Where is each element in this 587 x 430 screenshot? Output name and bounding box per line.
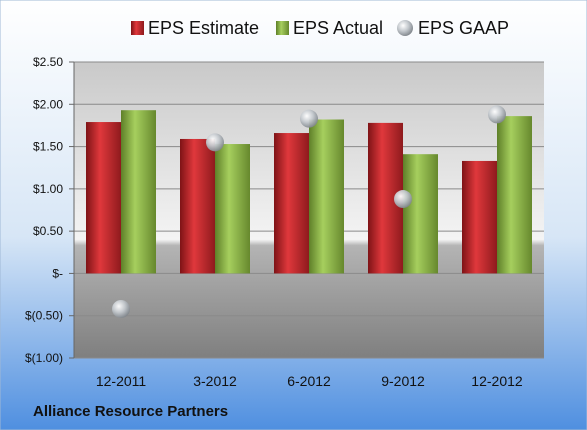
x-tick-label: 6-2012 (287, 373, 331, 389)
gaap-point (394, 190, 412, 209)
company-name: Alliance Resource Partners (33, 403, 228, 420)
actual-bar (403, 154, 438, 274)
estimate-bar (274, 133, 309, 274)
gaap-point (206, 133, 224, 152)
estimate-bar (462, 160, 497, 274)
y-tick-label: $- (52, 266, 63, 280)
legend-swatch-estimate (131, 21, 144, 35)
x-tick-label: 9-2012 (381, 373, 425, 389)
y-tick-label: $(1.00) (25, 351, 63, 365)
y-tick-label: $2.00 (33, 97, 63, 111)
y-tick-label: $1.00 (33, 182, 63, 196)
y-tick-label: $1.50 (33, 140, 63, 154)
legend-label-estimate: EPS Estimate (148, 18, 259, 38)
x-axis-ticks: 12-2011 3-2012 6-2012 9-2012 12-2012 (96, 373, 523, 389)
x-tick-label: 12-2012 (471, 373, 523, 389)
y-tick-label: $(0.50) (25, 309, 63, 323)
estimate-bar (86, 122, 121, 274)
x-tick-label: 12-2011 (96, 373, 147, 389)
actual-bar (497, 116, 532, 274)
estimate-bar (180, 138, 215, 274)
gaap-point (112, 299, 130, 318)
legend-label-gaap: EPS GAAP (418, 18, 509, 38)
legend-label-actual: EPS Actual (293, 18, 383, 38)
actual-bar (215, 144, 250, 274)
legend-swatch-gaap (397, 20, 413, 36)
legend: EPS Estimate EPS Actual EPS GAAP (131, 18, 509, 38)
x-tick-label: 3-2012 (193, 373, 237, 389)
gaap-points (112, 105, 506, 318)
gaap-point (488, 105, 506, 124)
y-axis-ticks: $2.50 $2.00 $1.50 $1.00 $0.50 $- $(0.50) $(1.00… (25, 55, 75, 365)
y-tick-label: $0.50 (33, 224, 63, 238)
y-tick-label: $2.50 (33, 55, 63, 69)
legend-swatch-actual (276, 21, 289, 35)
gaap-point (300, 109, 318, 128)
actual-bar (309, 119, 344, 274)
bars (86, 110, 532, 274)
actual-bar (121, 110, 156, 274)
